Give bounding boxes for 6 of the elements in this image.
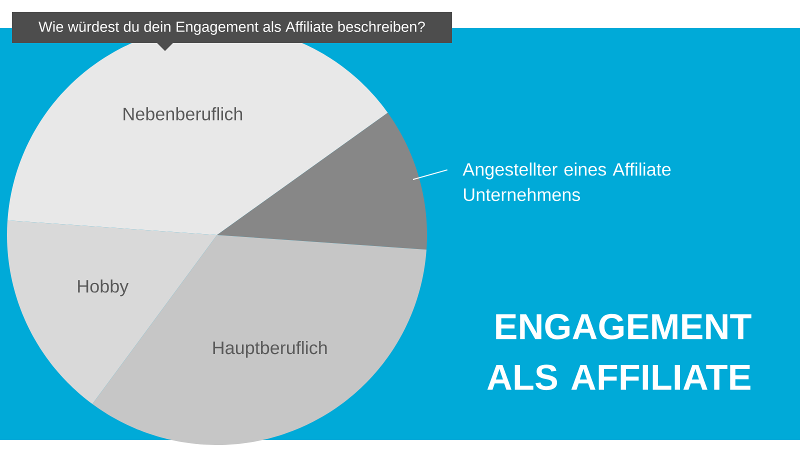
- chart-subtitle: Wie würdest du dein Engagement als Affiliate beschreiben?: [38, 21, 425, 35]
- slice-label: Nebenberuflich: [124, 107, 242, 120]
- slice-label: Hauptberuflich: [213, 340, 327, 358]
- slice-label: Hobby: [78, 279, 129, 296]
- text: ENGAGEMENT ALS AFFILIATE: [487, 314, 752, 390]
- slice-label: Angestellter eines Affiliate Unternehmens: [462, 162, 671, 202]
